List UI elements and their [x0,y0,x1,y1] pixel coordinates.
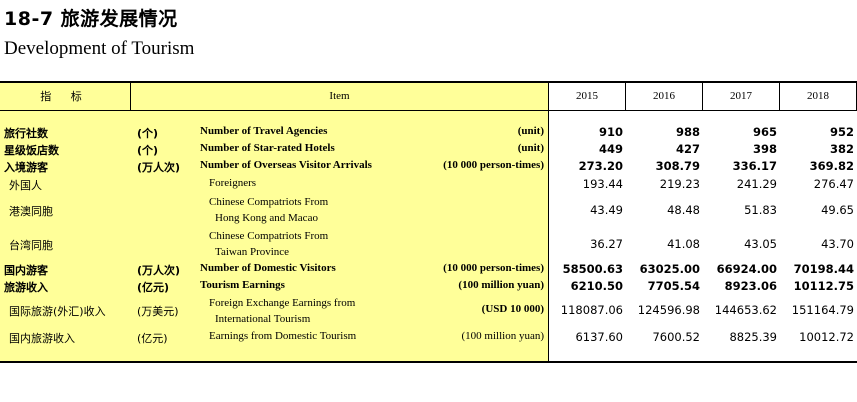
row-label-en: Number of Travel Agencies [200,125,328,137]
row-label-cn: 旅游收入 [4,281,48,294]
header-year-2015: 2015 [576,90,598,102]
value-2018: 276.47 [813,177,854,191]
value-2016: 308.79 [655,159,700,173]
row-unit-en: (10 000 person-times) [443,159,544,171]
column-divider [548,83,549,361]
value-2017: 398 [752,142,777,156]
value-2018: 151164.79 [791,303,854,317]
row-label-en: Number of Domestic Visitors [200,262,336,274]
value-2016: 219.23 [659,177,700,191]
value-2018: 43.70 [821,237,854,251]
value-2017: 965 [752,125,777,139]
row-unit-cn: (万人次) [137,161,181,174]
page-title-english: Development of Tourism [4,38,195,59]
row-label-cn: 入境游客 [4,161,48,174]
value-2015: 193.44 [582,177,623,191]
row-label-en: Foreigners [209,177,257,189]
row-unit-cn: (个) [137,144,159,157]
value-2018: 382 [829,142,854,156]
row-unit-cn: (万人次) [137,264,181,277]
table-header-rule [0,110,857,111]
value-2016: 124596.98 [637,303,700,317]
header-divider [779,83,780,110]
row-label-en: Earnings from Domestic Tourism [209,330,357,342]
header-indicator: 指 标 [40,90,90,103]
row-label-cn: 旅行社数 [4,127,48,140]
header-divider [625,83,626,110]
value-2017: 43.05 [744,237,777,251]
header-year-2018: 2018 [807,90,829,102]
value-2018: 10112.75 [793,279,854,293]
value-2015: 36.27 [590,237,623,251]
row-label-en: Tourism Earnings [200,279,285,291]
value-2018: 369.82 [809,159,854,173]
header-divider [702,83,703,110]
value-2015: 118087.06 [560,303,623,317]
row-unit-en: (unit) [517,125,544,137]
row-label-en-line1: Foreign Exchange Earnings from [209,297,356,309]
value-2018: 70198.44 [793,262,854,276]
value-2017: 8825.39 [729,330,777,344]
header-year-2016: 2016 [653,90,675,102]
row-label-en-line1: Chinese Compatriots From [209,230,329,242]
row-unit-en: (10 000 person-times) [443,262,544,274]
row-label-cn: 国内游客 [4,264,48,277]
row-label-en-line1: Chinese Compatriots From [209,196,329,208]
row-unit-cn: (亿元) [137,281,170,294]
row-label-en: Number of Star-rated Hotels [200,142,335,154]
tourism-table: 指 标 Item 2015 2016 2017 2018 旅行社数 (个) Nu… [0,81,857,363]
value-2018: 49.65 [821,203,854,217]
value-2016: 7600.52 [652,330,700,344]
row-unit-en: (100 million yuan) [461,330,545,342]
table-top-rule [0,81,857,83]
value-2016: 988 [675,125,700,139]
value-2015: 449 [598,142,623,156]
row-label-en-line2: Taiwan Province [215,246,290,258]
row-label-en: Number of Overseas Visitor Arrivals [200,159,372,171]
value-2017: 241.29 [736,177,777,191]
row-label-cn: 台湾同胞 [9,239,53,252]
value-2018: 10012.72 [799,330,854,344]
row-label-cn: 国际旅游(外汇)收入 [9,305,106,318]
value-2017: 336.17 [732,159,777,173]
value-2016: 41.08 [667,237,700,251]
value-2018: 952 [829,125,854,139]
page-title-chinese: 18-7 旅游发展情况 [4,8,178,30]
row-label-cn: 外国人 [9,179,42,192]
value-2015: 273.20 [578,159,623,173]
value-2017: 51.83 [744,203,777,217]
row-unit-cn: (万美元) [137,305,179,318]
row-label-cn: 星级饭店数 [4,144,59,157]
value-2015: 6137.60 [575,330,623,344]
value-2017: 66924.00 [716,262,777,276]
row-label-cn: 港澳同胞 [9,205,53,218]
value-2015: 6210.50 [570,279,623,293]
header-divider [130,83,131,110]
value-2015: 910 [598,125,623,139]
row-unit-en: (unit) [517,142,544,154]
indicator-column-highlight [0,81,548,361]
value-2016: 7705.54 [647,279,700,293]
row-label-cn: 国内旅游收入 [9,332,75,345]
row-unit-en: (USD 10 000) [481,303,544,315]
value-2017: 8923.06 [724,279,777,293]
value-2016: 63025.00 [639,262,700,276]
row-label-en-line2: Hong Kong and Macao [215,212,318,224]
value-2016: 48.48 [667,203,700,217]
row-unit-cn: (亿元) [137,332,168,345]
value-2016: 427 [675,142,700,156]
value-2015: 43.49 [590,203,623,217]
value-2015: 58500.63 [562,262,623,276]
value-2017: 144653.62 [714,303,777,317]
header-year-2017: 2017 [730,90,752,102]
row-label-en-line2: International Tourism [215,313,311,325]
row-unit-en: (100 million yuan) [458,279,544,291]
table-bottom-rule [0,361,857,363]
row-unit-cn: (个) [137,127,159,140]
header-item: Item [329,90,350,102]
